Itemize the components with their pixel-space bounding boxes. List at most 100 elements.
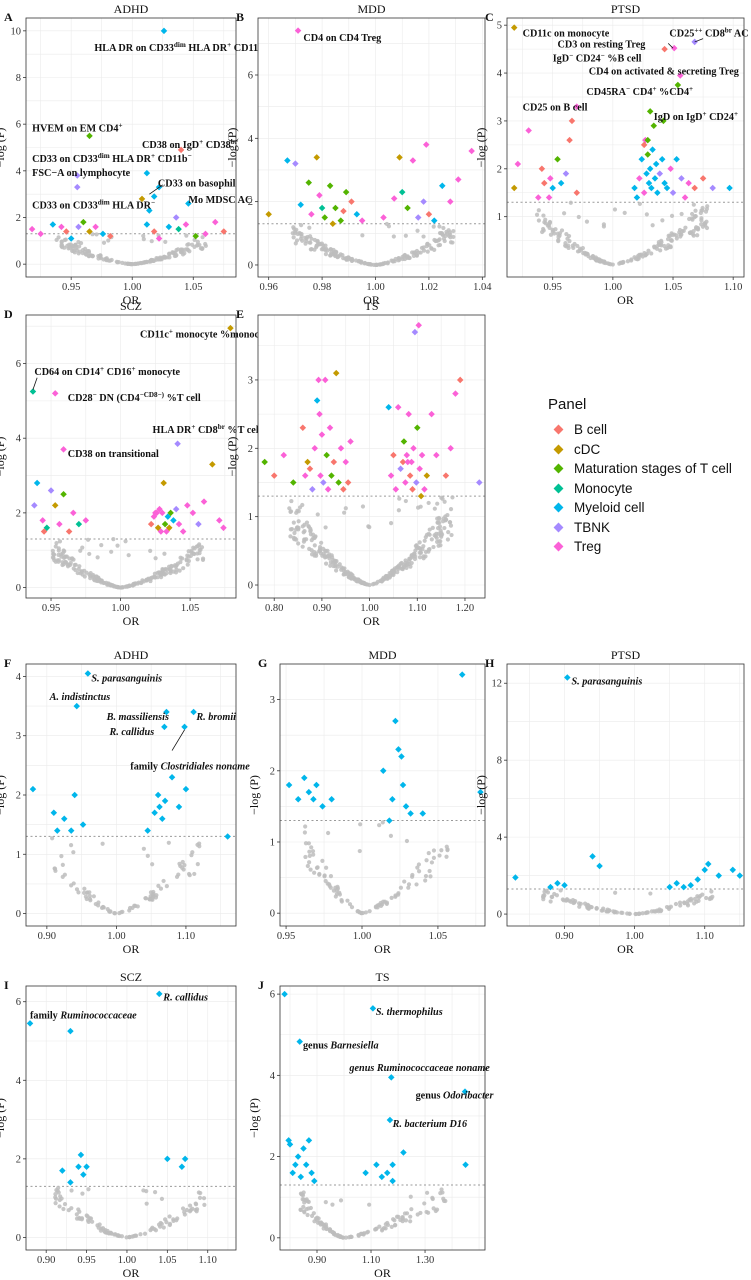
null-point xyxy=(298,1207,303,1212)
null-point xyxy=(541,226,546,232)
null-point xyxy=(559,228,565,233)
x-tick-label: 1.10 xyxy=(199,1255,217,1266)
null-point xyxy=(424,244,429,249)
null-point xyxy=(345,257,351,262)
null-point xyxy=(425,249,430,254)
data-point xyxy=(340,486,347,493)
data-point xyxy=(568,117,576,125)
null-point xyxy=(546,222,552,228)
null-point xyxy=(308,529,313,534)
annotation-label: genus Ruminococcaceae noname xyxy=(348,1063,490,1074)
null-point xyxy=(103,1230,108,1235)
null-point xyxy=(427,868,432,874)
null-point xyxy=(426,850,431,856)
null-point xyxy=(106,1231,112,1236)
null-point xyxy=(407,255,412,261)
data-point xyxy=(398,188,406,196)
null-point xyxy=(300,238,305,243)
data-point xyxy=(640,141,648,149)
null-point xyxy=(398,885,404,890)
null-point xyxy=(68,843,74,848)
data-point xyxy=(321,214,329,221)
null-point xyxy=(302,830,307,835)
null-point xyxy=(115,543,120,548)
panel-title: ADHD xyxy=(114,2,149,16)
y-tick-label: 2 xyxy=(16,508,21,519)
data-point xyxy=(309,486,316,493)
null-point xyxy=(430,1195,435,1200)
data-point xyxy=(514,160,522,168)
data-point xyxy=(74,172,81,179)
y-tick-label: 8 xyxy=(497,756,502,767)
x-axis-label: OR xyxy=(374,1266,391,1280)
null-point xyxy=(309,552,315,557)
null-point xyxy=(169,563,174,569)
x-tick-label: 1.00 xyxy=(625,931,643,942)
annotation-label: genus Barnesiella xyxy=(303,1040,379,1051)
null-point xyxy=(142,260,147,265)
data-point xyxy=(447,445,454,452)
null-point xyxy=(434,535,439,540)
null-point xyxy=(308,234,313,239)
null-point xyxy=(312,247,317,252)
null-point xyxy=(410,874,415,879)
legend-marker xyxy=(553,483,564,494)
null-point xyxy=(450,240,455,245)
null-point xyxy=(94,232,99,237)
null-point xyxy=(334,568,339,573)
null-point xyxy=(404,565,409,571)
null-point xyxy=(621,259,626,265)
plot-area xyxy=(280,986,485,1250)
null-point xyxy=(82,574,87,579)
data-point xyxy=(408,458,415,466)
panel-A: HLA DR on CD33dim HLA DR+ CD11b+HVEM on … xyxy=(0,2,268,307)
null-point xyxy=(350,256,355,262)
null-point xyxy=(398,561,403,566)
null-point xyxy=(98,253,103,258)
data-point xyxy=(404,458,411,466)
null-point xyxy=(370,582,376,587)
null-point xyxy=(429,246,434,251)
null-point xyxy=(658,908,663,914)
null-point xyxy=(164,884,169,889)
data-point xyxy=(417,492,425,500)
null-point xyxy=(333,894,338,899)
data-point xyxy=(562,170,570,177)
null-point xyxy=(409,1207,414,1212)
y-axis-label: −log (P) xyxy=(0,1098,7,1138)
null-point xyxy=(124,1235,129,1240)
data-point xyxy=(409,486,416,493)
data-point xyxy=(202,230,209,238)
plot-area xyxy=(258,315,485,598)
data-point xyxy=(644,136,652,144)
annotation-label: R. callidus xyxy=(162,993,208,1004)
null-point xyxy=(164,567,169,572)
null-point xyxy=(576,901,582,906)
data-point xyxy=(28,225,36,233)
null-point xyxy=(135,581,140,586)
null-point xyxy=(674,236,679,241)
annotation-label: R. bacterium D16 xyxy=(392,1119,468,1130)
null-point xyxy=(62,554,67,559)
null-point xyxy=(90,253,95,259)
y-tick-label: 2 xyxy=(248,197,253,208)
data-point xyxy=(433,451,440,459)
data-point xyxy=(411,328,419,336)
x-axis-label: OR xyxy=(617,942,634,956)
data-point xyxy=(316,192,323,199)
null-point xyxy=(67,562,73,568)
null-point xyxy=(391,1217,396,1222)
null-point xyxy=(289,498,294,504)
null-point xyxy=(74,887,80,892)
data-point xyxy=(328,472,335,479)
null-point xyxy=(444,854,449,859)
null-point xyxy=(321,247,326,252)
panel-C: CD11c on monocyte CD25++ CD8br AC CD3 on r… xyxy=(474,2,749,307)
null-point xyxy=(405,561,410,566)
data-point xyxy=(658,155,666,163)
null-point xyxy=(360,910,366,916)
null-point xyxy=(389,895,394,900)
null-point xyxy=(644,212,649,217)
null-point xyxy=(412,250,417,255)
data-point xyxy=(164,513,172,520)
